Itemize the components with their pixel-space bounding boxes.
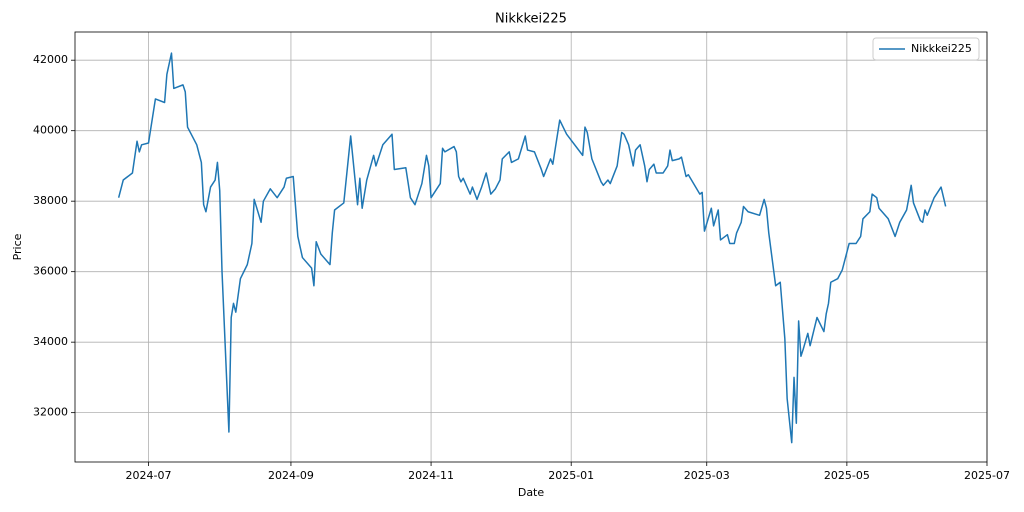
x-tick-label: 2024-07 [126, 469, 172, 482]
x-tick-label: 2024-11 [408, 469, 454, 482]
x-tick-label: 2025-07 [964, 469, 1010, 482]
y-tick-label: 42000 [33, 53, 68, 66]
x-tick-label: 2025-05 [824, 469, 870, 482]
x-axis-label: Date [518, 486, 545, 499]
y-tick-label: 32000 [33, 406, 68, 419]
y-axis-label: Price [11, 233, 24, 260]
x-tick-label: 2024-09 [268, 469, 314, 482]
legend-box [872, 37, 980, 61]
x-tick-label: 2025-03 [684, 469, 730, 482]
x-tick-label: 2025-01 [548, 469, 594, 482]
legend-label: Nikkkei225 [911, 42, 972, 55]
plot-frame [74, 31, 988, 463]
y-tick-label: 34000 [33, 335, 68, 348]
chart-title: Nikkkei225 [495, 12, 567, 27]
y-tick-label: 38000 [33, 194, 68, 207]
y-tick-label: 40000 [33, 124, 68, 137]
line-series [117, 52, 947, 444]
y-tick-label: 36000 [33, 265, 68, 278]
